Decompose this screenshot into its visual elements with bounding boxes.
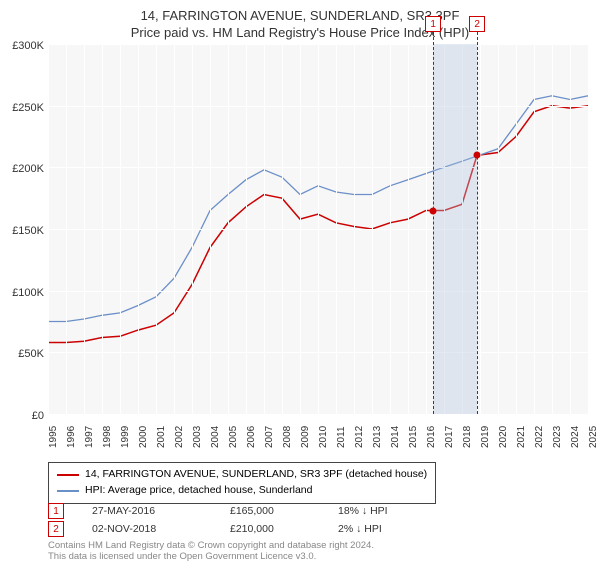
x-tick-label: 2010 bbox=[318, 426, 329, 448]
legend-swatch bbox=[57, 474, 79, 476]
x-tick-label: 2020 bbox=[498, 426, 509, 448]
x-tick-label: 2009 bbox=[300, 426, 311, 448]
sale-delta: 18% ↓ HPI bbox=[338, 505, 388, 517]
x-tick-label: 2021 bbox=[516, 426, 527, 448]
x-tick-label: 1997 bbox=[84, 426, 95, 448]
x-tick-label: 2006 bbox=[246, 426, 257, 448]
x-tick-label: 2018 bbox=[462, 426, 473, 448]
event-marker: 1 bbox=[425, 16, 441, 32]
credit-line-1: Contains HM Land Registry data © Crown c… bbox=[48, 540, 374, 551]
x-tick-label: 1998 bbox=[102, 426, 113, 448]
x-tick-label: 2005 bbox=[228, 426, 239, 448]
legend-label: 14, FARRINGTON AVENUE, SUNDERLAND, SR3 3… bbox=[85, 467, 427, 483]
y-tick-label: £0 bbox=[32, 410, 44, 422]
x-tick-label: 2000 bbox=[138, 426, 149, 448]
sale-point bbox=[474, 152, 481, 159]
chart-container: 14, FARRINGTON AVENUE, SUNDERLAND, SR3 3… bbox=[0, 0, 600, 560]
x-tick-label: 1999 bbox=[120, 426, 131, 448]
x-tick-label: 2004 bbox=[210, 426, 221, 448]
credit-line-2: This data is licensed under the Open Gov… bbox=[48, 551, 374, 562]
y-axis: £0£50K£100K£150K£200K£250K£300K bbox=[0, 46, 48, 416]
x-tick-label: 2008 bbox=[282, 426, 293, 448]
legend: 14, FARRINGTON AVENUE, SUNDERLAND, SR3 3… bbox=[48, 462, 436, 504]
x-tick-label: 2011 bbox=[336, 426, 347, 448]
sale-date: 27-MAY-2016 bbox=[92, 505, 202, 517]
y-tick-label: £250K bbox=[12, 102, 44, 114]
x-tick-label: 2003 bbox=[192, 426, 203, 448]
x-tick-label: 2023 bbox=[552, 426, 563, 448]
y-tick-label: £150K bbox=[12, 225, 44, 237]
y-tick-label: £200K bbox=[12, 163, 44, 175]
chart-subtitle: Price paid vs. HM Land Registry's House … bbox=[0, 23, 600, 44]
x-tick-label: 2017 bbox=[444, 426, 455, 448]
x-axis: 1995 1996 1997 1998 1999 2000 2001 2002 2003 2004… bbox=[48, 416, 588, 466]
x-tick-label: 2024 bbox=[570, 426, 581, 448]
sale-price: £210,000 bbox=[230, 523, 310, 535]
x-tick-label: 1995 bbox=[48, 426, 59, 448]
sale-delta: 2% ↓ HPI bbox=[338, 523, 382, 535]
x-tick-label: 2014 bbox=[390, 426, 401, 448]
credit-text: Contains HM Land Registry data © Crown c… bbox=[48, 540, 374, 563]
x-tick-label: 2016 bbox=[426, 426, 437, 448]
x-tick-label: 2022 bbox=[534, 426, 545, 448]
sale-date: 02-NOV-2018 bbox=[92, 523, 202, 535]
legend-swatch bbox=[57, 490, 79, 492]
y-tick-label: £50K bbox=[18, 348, 44, 360]
x-tick-label: 2007 bbox=[264, 426, 275, 448]
sale-marker-box: 2 bbox=[48, 521, 64, 537]
x-tick-label: 2019 bbox=[480, 426, 491, 448]
x-tick-label: 2015 bbox=[408, 426, 419, 448]
sale-row: 1 27-MAY-2016 £165,000 18% ↓ HPI bbox=[48, 502, 388, 520]
legend-item: 14, FARRINGTON AVENUE, SUNDERLAND, SR3 3… bbox=[57, 467, 427, 483]
x-tick-label: 2001 bbox=[156, 426, 167, 448]
sales-table: 1 27-MAY-2016 £165,000 18% ↓ HPI 2 02-NOV-201… bbox=[48, 502, 388, 538]
x-tick-label: 1996 bbox=[66, 426, 77, 448]
x-tick-label: 2025 bbox=[588, 426, 599, 448]
sale-marker-box: 1 bbox=[48, 503, 64, 519]
legend-item: HPI: Average price, detached house, Sund… bbox=[57, 483, 427, 499]
legend-label: HPI: Average price, detached house, Sund… bbox=[85, 483, 312, 499]
x-tick-label: 2002 bbox=[174, 426, 185, 448]
x-tick-label: 2013 bbox=[372, 426, 383, 448]
y-tick-label: £300K bbox=[12, 40, 44, 52]
sale-price: £165,000 bbox=[230, 505, 310, 517]
event-line bbox=[433, 32, 434, 414]
event-line bbox=[477, 32, 478, 414]
sale-point bbox=[430, 207, 437, 214]
x-tick-label: 2012 bbox=[354, 426, 365, 448]
chart-title: 14, FARRINGTON AVENUE, SUNDERLAND, SR3 3… bbox=[0, 0, 600, 23]
sale-row: 2 02-NOV-2018 £210,000 2% ↓ HPI bbox=[48, 520, 388, 538]
chart-plot-area: 12 bbox=[48, 44, 588, 414]
event-marker: 2 bbox=[469, 16, 485, 32]
y-tick-label: £100K bbox=[12, 287, 44, 299]
